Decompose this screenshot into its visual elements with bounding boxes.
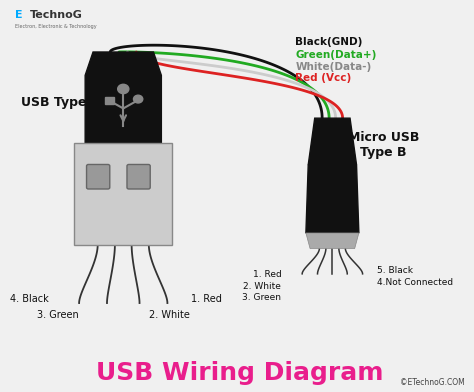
Text: WWW.ETechnoG.COM: WWW.ETechnoG.COM bbox=[99, 116, 157, 121]
Text: USB Wiring Diagram: USB Wiring Diagram bbox=[96, 361, 383, 385]
Text: E: E bbox=[16, 10, 23, 20]
Text: 4.Not Connected: 4.Not Connected bbox=[376, 278, 453, 287]
Text: ©ETechnoG.COM: ©ETechnoG.COM bbox=[400, 379, 465, 388]
Text: USB Type A: USB Type A bbox=[21, 96, 100, 109]
Text: 4. Black: 4. Black bbox=[10, 294, 49, 304]
FancyBboxPatch shape bbox=[87, 165, 110, 189]
Text: 1. Red: 1. Red bbox=[253, 270, 281, 279]
Circle shape bbox=[134, 95, 143, 103]
Text: White(Data-): White(Data-) bbox=[295, 62, 372, 72]
Circle shape bbox=[118, 84, 129, 94]
Text: Green(Data+): Green(Data+) bbox=[295, 50, 376, 60]
Text: 2. White: 2. White bbox=[149, 310, 190, 321]
Text: Red (Vcc): Red (Vcc) bbox=[295, 73, 351, 83]
FancyBboxPatch shape bbox=[105, 97, 114, 104]
Polygon shape bbox=[74, 143, 172, 245]
Text: Electron, Electronic & Technology: Electron, Electronic & Technology bbox=[16, 24, 97, 29]
Text: 2. White: 2. White bbox=[243, 282, 281, 291]
Text: TechnoG: TechnoG bbox=[29, 10, 82, 20]
Text: Micro USB
Type B: Micro USB Type B bbox=[348, 131, 419, 160]
Text: 3. Green: 3. Green bbox=[37, 310, 79, 321]
Text: 1. Red: 1. Red bbox=[191, 294, 221, 304]
Polygon shape bbox=[85, 52, 161, 143]
Text: Black(GND): Black(GND) bbox=[295, 37, 363, 47]
Polygon shape bbox=[306, 233, 359, 249]
Text: 3. Green: 3. Green bbox=[242, 294, 281, 303]
Polygon shape bbox=[306, 165, 359, 233]
Text: 5. Black: 5. Black bbox=[376, 266, 412, 275]
FancyBboxPatch shape bbox=[127, 165, 150, 189]
Polygon shape bbox=[308, 118, 356, 165]
